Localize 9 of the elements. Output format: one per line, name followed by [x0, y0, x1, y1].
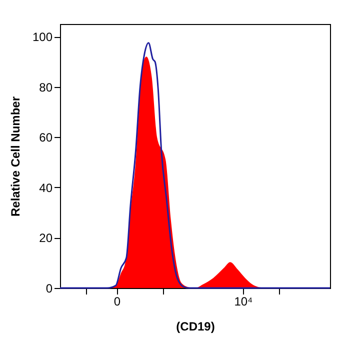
y-tick-label: 80 — [39, 80, 53, 94]
x-tick-label: 10⁴ — [234, 294, 253, 308]
y-tick-label: 0 — [46, 282, 53, 296]
y-tick-label: 20 — [39, 231, 53, 246]
y-tick-label: 60 — [39, 130, 53, 145]
y-tick-label: 100 — [32, 30, 53, 44]
x-axis-title: (CD19) — [176, 320, 215, 334]
y-tick-label: 40 — [39, 180, 53, 195]
y-axis-title: Relative Cell Number — [8, 96, 22, 217]
